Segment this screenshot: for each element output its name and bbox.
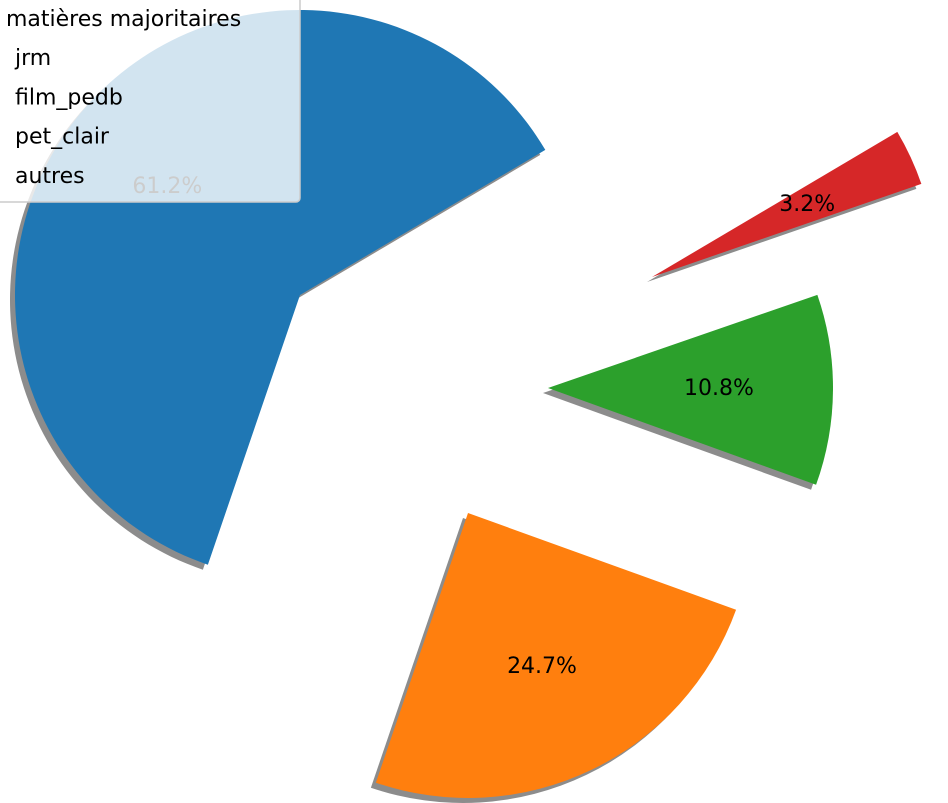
legend-label: autres bbox=[15, 164, 85, 189]
legend-label: jrm bbox=[14, 46, 51, 71]
wedge bbox=[652, 131, 922, 277]
legend-box bbox=[0, 0, 301, 203]
legend-label: film_pedb bbox=[15, 85, 123, 110]
legend: matières majoritaires jrm film_pedb pet_cla… bbox=[0, 0, 301, 203]
wedge bbox=[548, 294, 833, 485]
legend-label: pet_clair bbox=[15, 125, 110, 150]
value-label: 3.2% bbox=[779, 192, 835, 217]
value-label: 10.8% bbox=[684, 376, 754, 401]
legend-title: matières majoritaires bbox=[6, 7, 241, 32]
wedge bbox=[375, 513, 737, 798]
value-label: 24.7% bbox=[507, 654, 577, 679]
